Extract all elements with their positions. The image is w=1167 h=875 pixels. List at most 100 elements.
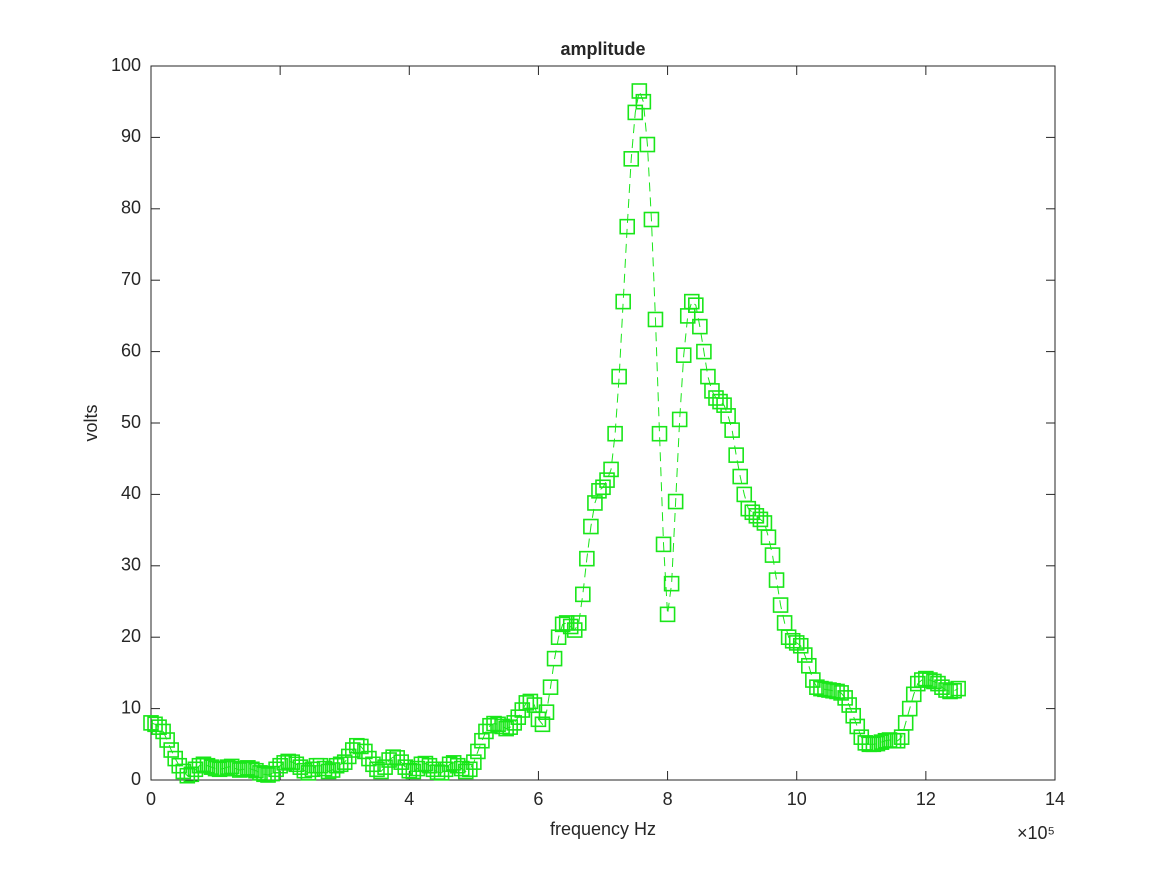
x-tick-label: 8 xyxy=(663,789,673,809)
marker xyxy=(631,83,648,99)
marker xyxy=(457,763,474,780)
marker xyxy=(474,732,490,749)
y-tick-label: 20 xyxy=(121,626,141,646)
marker xyxy=(809,679,825,695)
marker xyxy=(663,575,680,592)
marker xyxy=(752,511,769,528)
marker xyxy=(260,767,276,783)
x-tick-label: 6 xyxy=(533,789,543,809)
y-tick-label: 30 xyxy=(121,555,141,575)
marker xyxy=(833,685,849,701)
marker xyxy=(272,757,288,774)
y-tick-label: 50 xyxy=(121,412,141,432)
marker xyxy=(550,629,567,646)
marker xyxy=(397,759,414,775)
y-tick-label: 40 xyxy=(121,483,141,503)
marker xyxy=(655,536,672,553)
y-tick-label: 90 xyxy=(121,126,141,146)
marker xyxy=(627,104,644,121)
marker xyxy=(857,735,874,751)
marker xyxy=(688,297,704,313)
marker xyxy=(506,715,523,731)
marker xyxy=(615,293,631,310)
marker xyxy=(328,757,345,774)
x-tick-label: 4 xyxy=(404,789,414,809)
marker xyxy=(671,411,688,428)
marker xyxy=(389,750,405,766)
marker xyxy=(264,765,280,782)
marker xyxy=(780,629,797,646)
marker xyxy=(155,723,171,740)
marker xyxy=(203,759,220,775)
marker xyxy=(760,529,777,546)
marker xyxy=(494,718,510,735)
x-tick-label: 0 xyxy=(146,789,156,809)
marker xyxy=(845,707,862,724)
marker xyxy=(316,760,333,777)
marker xyxy=(151,719,167,735)
marker xyxy=(336,754,353,770)
series-line xyxy=(150,89,959,777)
marker xyxy=(252,765,268,781)
y-axis-label: volts xyxy=(81,404,101,441)
marker xyxy=(918,670,934,687)
marker xyxy=(373,763,389,780)
marker xyxy=(583,518,599,535)
x-tick-label: 10 xyxy=(787,789,807,809)
marker xyxy=(611,368,627,385)
chart-title: amplitude xyxy=(560,39,645,59)
marker xyxy=(534,716,551,733)
marker xyxy=(284,754,301,770)
marker xyxy=(772,597,789,613)
y-tick-label: 100 xyxy=(111,55,141,75)
x-tick-label: 12 xyxy=(916,789,936,809)
marker xyxy=(768,572,785,588)
marker xyxy=(292,759,309,775)
marker xyxy=(796,647,813,663)
marker xyxy=(417,755,434,772)
marker xyxy=(223,758,240,775)
y-tick-label: 60 xyxy=(121,340,141,360)
marker xyxy=(587,495,603,511)
marker xyxy=(381,752,397,768)
y-tick-label: 70 xyxy=(121,269,141,289)
marker xyxy=(425,761,442,778)
marker xyxy=(159,732,175,748)
marker xyxy=(591,483,607,499)
marker xyxy=(199,757,216,774)
plot-box xyxy=(150,65,1056,781)
marker xyxy=(579,550,595,567)
marker xyxy=(675,347,692,363)
marker xyxy=(946,682,962,699)
marker xyxy=(187,761,204,778)
marker xyxy=(692,318,708,335)
marker xyxy=(562,618,579,635)
x-axis-label: frequency Hz xyxy=(550,819,656,839)
marker xyxy=(353,738,369,755)
marker xyxy=(905,686,922,703)
marker xyxy=(171,757,188,774)
marker xyxy=(393,754,410,770)
marker xyxy=(732,468,749,485)
marker xyxy=(683,293,700,310)
marker xyxy=(227,760,244,777)
marker xyxy=(175,763,192,780)
marker xyxy=(724,422,740,438)
marker xyxy=(873,734,890,750)
marker xyxy=(296,762,313,779)
marker xyxy=(950,680,966,697)
y-tick-label: 10 xyxy=(121,697,141,717)
y-tick-label: 80 xyxy=(121,198,141,218)
marker xyxy=(304,761,321,778)
y-tick-label: 0 xyxy=(131,769,141,789)
marker xyxy=(276,755,292,771)
marker xyxy=(926,673,942,690)
marker xyxy=(575,586,591,603)
marker xyxy=(409,760,426,777)
marker xyxy=(788,635,805,651)
marker xyxy=(143,715,159,731)
marker xyxy=(554,616,571,633)
marker xyxy=(841,697,857,713)
marker xyxy=(909,675,926,692)
